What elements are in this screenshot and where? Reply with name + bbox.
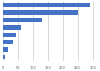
Bar — [2, 25, 20, 30]
Bar — [2, 33, 16, 37]
Bar — [2, 3, 90, 7]
Bar — [2, 55, 5, 59]
Bar — [2, 18, 42, 22]
Bar — [2, 47, 8, 52]
Bar — [2, 40, 13, 44]
Bar — [2, 10, 78, 15]
